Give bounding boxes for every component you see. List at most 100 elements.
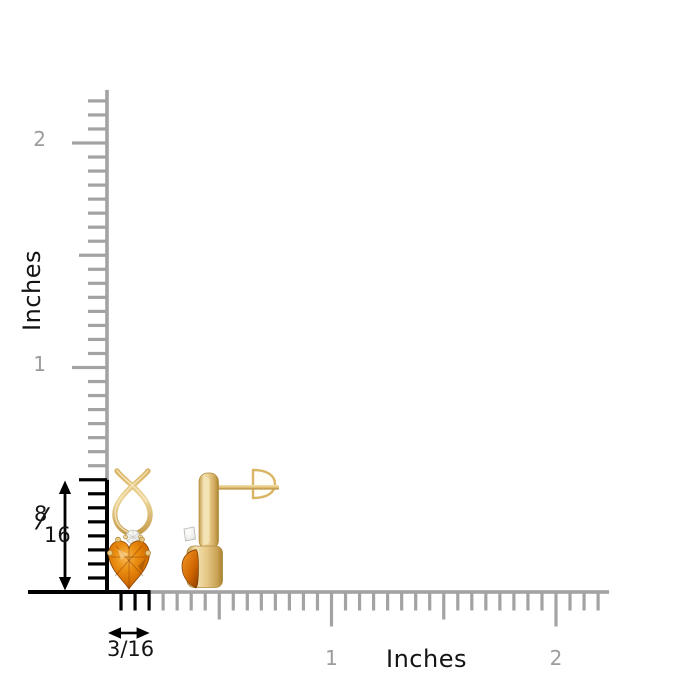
ruler-tick	[88, 169, 107, 173]
ruler-tick	[72, 141, 107, 145]
ruler-tick	[88, 422, 107, 426]
arrowhead-right	[136, 627, 150, 639]
ruler-tick	[386, 591, 390, 611]
horizontal-ruler	[28, 590, 610, 627]
ruler-tick	[231, 591, 235, 611]
screw-back-clutch	[251, 468, 277, 500]
ruler-tick	[88, 450, 107, 454]
ruler-tick	[287, 591, 292, 611]
ruler-tick	[161, 591, 165, 611]
ruler-tick	[189, 591, 193, 611]
ruler-tick	[88, 351, 107, 356]
heart-gem-facets	[111, 545, 147, 588]
height-dimension-arrow	[58, 480, 72, 591]
ruler-tick	[456, 591, 460, 611]
ruler-tick	[371, 591, 376, 611]
ruler-line-highlight	[28, 590, 151, 594]
diamond-accent-side	[183, 526, 196, 542]
prong	[145, 550, 151, 556]
heart-gem-side-profile	[181, 549, 199, 589]
dimension-line	[63, 492, 67, 579]
ruler-tick	[88, 379, 107, 384]
ruler-tick	[88, 267, 107, 271]
ruler-tick	[88, 99, 107, 103]
ruler-tick	[357, 591, 362, 611]
diamond-facets	[126, 530, 140, 544]
ear-post-shade	[216, 488, 279, 490]
ruler-tick	[88, 155, 107, 159]
arrowhead-up	[58, 480, 72, 495]
ruler-tick	[582, 591, 586, 611]
dimension-line	[119, 631, 139, 635]
ruler-tick	[554, 591, 558, 627]
ruler-tick	[596, 591, 600, 611]
ruler-tick	[88, 295, 107, 299]
ruler-tick	[88, 464, 107, 468]
ruler-tick	[400, 591, 404, 611]
ruler-tick	[428, 591, 432, 611]
ruler-tick	[88, 548, 107, 552]
ruler-tick	[79, 478, 107, 482]
heart-gemstone	[108, 540, 150, 590]
arrowhead-down	[58, 577, 72, 591]
ruler-tick	[88, 127, 107, 131]
ruler-tick	[259, 591, 263, 611]
ruler-tick	[88, 520, 107, 524]
ruler-tick	[88, 225, 107, 229]
ruler-tick	[512, 591, 516, 611]
ruler-tick	[301, 591, 306, 611]
ruler-tick	[88, 281, 107, 285]
ruler-tick	[315, 591, 320, 611]
ruler-tick	[526, 591, 530, 611]
ruler-tick	[470, 591, 474, 611]
ruler-tick	[88, 113, 107, 117]
arrowhead-left	[108, 627, 121, 639]
prong	[123, 534, 128, 540]
ruler-tick	[414, 591, 418, 611]
ruler-tick	[442, 591, 446, 620]
ruler-tick	[88, 183, 107, 187]
ribbon-highlight	[116, 469, 148, 504]
ruler-tick	[88, 534, 107, 538]
prong	[139, 536, 145, 543]
ruler-tick	[343, 591, 348, 611]
ruler-line	[150, 590, 610, 594]
prong	[115, 536, 121, 543]
ruler-tick	[88, 393, 107, 398]
ruler-tick	[88, 576, 107, 580]
ribbon-side-highlight	[203, 477, 210, 544]
ribbon-strand	[114, 468, 153, 537]
ruler-tick	[203, 591, 207, 611]
earring-front-view	[107, 468, 153, 590]
earring-side-view	[181, 468, 279, 589]
ruler-tick	[540, 591, 544, 611]
ribbon-strand	[112, 468, 151, 537]
ruler-tick	[329, 591, 334, 627]
ruler-tick	[175, 591, 179, 611]
ruler-tick	[217, 591, 221, 620]
ruler-tick	[273, 591, 277, 611]
ruler-tick	[119, 591, 123, 611]
ruler-tick	[88, 562, 107, 566]
ruler-tick	[88, 323, 107, 328]
ruler-tick	[88, 211, 107, 215]
ribbon-highlight	[114, 469, 149, 534]
ruler-tick	[79, 253, 107, 257]
ruler-tick	[484, 591, 488, 611]
ruler-tick	[72, 365, 107, 370]
ruler-tick	[88, 407, 107, 412]
vertical-ruler	[72, 89, 109, 594]
ruler-tick	[88, 197, 107, 201]
ruler-tick	[88, 239, 107, 243]
ruler-tick	[133, 591, 137, 611]
ruler-tick	[88, 436, 107, 440]
ruler-tick	[245, 591, 249, 611]
ruler-tick	[498, 591, 502, 611]
prong	[107, 550, 113, 556]
ruler-tick	[568, 591, 572, 611]
ruler-tick	[88, 309, 107, 313]
ruler-tick	[88, 506, 107, 510]
ribbon-motif	[112, 468, 153, 537]
